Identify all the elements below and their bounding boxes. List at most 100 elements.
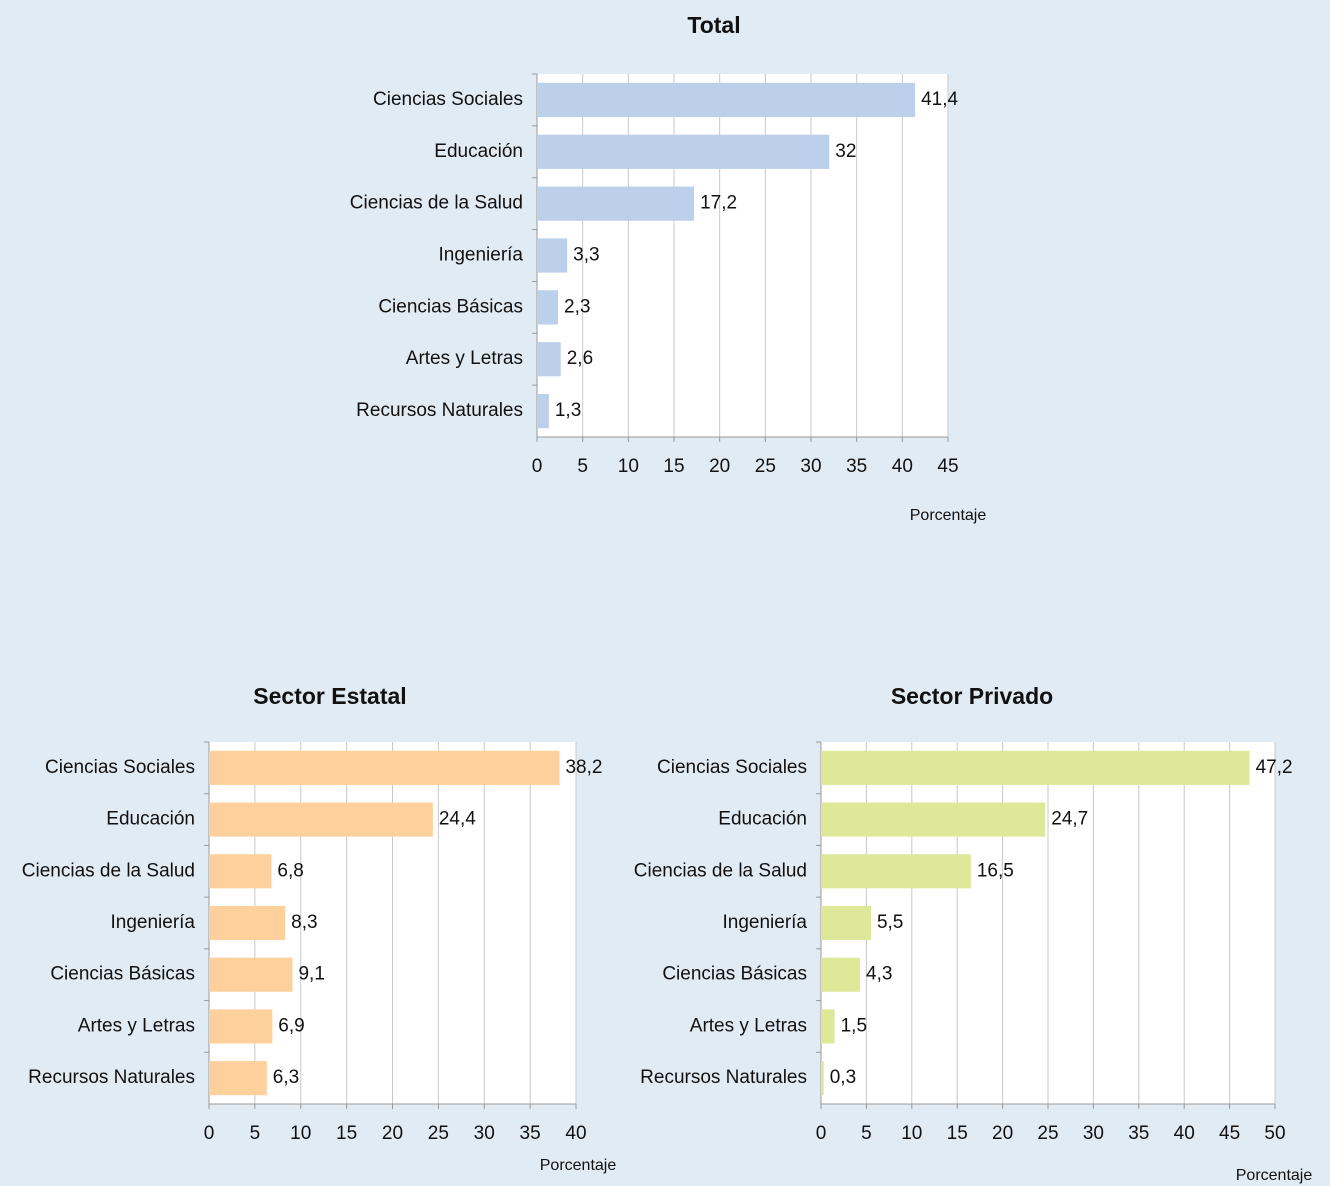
- y-tick-label: Ciencias Sociales: [657, 757, 807, 778]
- y-tick-label: Recursos Naturales: [640, 1067, 807, 1088]
- bar: [209, 854, 272, 889]
- bar: [821, 957, 861, 992]
- bar: [821, 854, 971, 889]
- bar: [537, 186, 695, 221]
- y-tick-label: Artes y Letras: [406, 348, 523, 369]
- y-tick-label: Artes y Letras: [690, 1015, 807, 1036]
- y-tick-label: Ciencias Básicas: [50, 964, 195, 985]
- bar: [209, 750, 560, 785]
- y-tick-label: Educación: [718, 809, 807, 830]
- data-label: 38,2: [565, 757, 602, 778]
- data-label: 32: [835, 141, 856, 162]
- x-tick-label: 5: [861, 1123, 872, 1144]
- y-tick-label: Artes y Letras: [78, 1015, 195, 1036]
- x-tick-label: 35: [1128, 1123, 1149, 1144]
- chart-title: Total: [687, 12, 740, 38]
- bar: [537, 82, 916, 118]
- x-tick-label: 35: [520, 1123, 541, 1144]
- x-tick-label: 40: [892, 456, 913, 477]
- x-tick-label: 0: [204, 1123, 215, 1144]
- bar: [209, 1061, 267, 1096]
- y-tick-label: Ciencias Sociales: [373, 89, 523, 110]
- bar: [821, 1061, 824, 1096]
- y-tick-label: Educación: [106, 809, 195, 830]
- bar: [537, 290, 559, 325]
- data-label: 3,3: [573, 245, 599, 266]
- x-tick-label: 5: [250, 1123, 261, 1144]
- x-axis-label: Porcentaje: [1236, 1167, 1313, 1184]
- data-label: 1,5: [841, 1015, 867, 1036]
- x-tick-label: 20: [992, 1123, 1013, 1144]
- x-tick-label: 30: [474, 1123, 495, 1144]
- data-label: 6,9: [278, 1015, 304, 1036]
- bar: [537, 134, 830, 169]
- y-tick-label: Ingeniería: [438, 245, 523, 266]
- x-tick-label: 45: [937, 456, 958, 477]
- bar: [821, 905, 871, 941]
- chart-title: Sector Privado: [891, 683, 1053, 709]
- y-tick-label: Ciencias Básicas: [378, 296, 523, 317]
- data-label: 6,8: [277, 860, 303, 881]
- bar: [821, 802, 1046, 837]
- y-tick-label: Recursos Naturales: [28, 1067, 195, 1088]
- data-label: 2,3: [564, 296, 590, 317]
- x-tick-label: 0: [532, 456, 543, 477]
- x-tick-label: 35: [846, 456, 867, 477]
- bar: [209, 802, 433, 837]
- x-tick-label: 30: [800, 456, 821, 477]
- x-tick-label: 25: [1037, 1123, 1058, 1144]
- data-label: 41,4: [921, 89, 958, 110]
- x-tick-label: 10: [901, 1123, 922, 1144]
- data-label: 5,5: [877, 912, 903, 933]
- x-tick-label: 0: [816, 1123, 827, 1144]
- bar: [537, 342, 561, 377]
- bar: [209, 905, 286, 941]
- data-label: 24,7: [1051, 809, 1088, 830]
- x-axis-label: Porcentaje: [540, 1157, 617, 1174]
- data-label: 17,2: [700, 193, 737, 214]
- x-tick-label: 10: [618, 456, 639, 477]
- y-tick-label: Educación: [434, 141, 523, 162]
- y-tick-label: Recursos Naturales: [356, 400, 523, 421]
- x-tick-label: 20: [709, 456, 730, 477]
- x-tick-label: 45: [1219, 1123, 1240, 1144]
- data-label: 1,3: [555, 400, 581, 421]
- data-label: 8,3: [291, 912, 317, 933]
- y-tick-label: Ciencias de la Salud: [350, 193, 523, 214]
- y-tick-label: Ingeniería: [110, 912, 195, 933]
- bar: [537, 393, 549, 429]
- data-label: 16,5: [977, 860, 1014, 881]
- x-tick-label: 15: [947, 1123, 968, 1144]
- data-label: 4,3: [866, 964, 892, 985]
- data-label: 6,3: [273, 1067, 299, 1088]
- data-label: 47,2: [1256, 757, 1293, 778]
- x-tick-label: 20: [382, 1123, 403, 1144]
- y-tick-label: Ciencias Sociales: [45, 757, 195, 778]
- x-tick-label: 40: [1174, 1123, 1195, 1144]
- data-label: 9,1: [298, 964, 324, 985]
- x-tick-label: 5: [577, 456, 588, 477]
- chart-title: Sector Estatal: [253, 683, 406, 709]
- bar: [821, 750, 1250, 785]
- x-tick-label: 40: [565, 1123, 586, 1144]
- x-tick-label: 15: [663, 456, 684, 477]
- x-tick-label: 10: [290, 1123, 311, 1144]
- bar: [209, 1009, 273, 1044]
- y-tick-label: Ciencias de la Salud: [634, 860, 807, 881]
- bar: [537, 238, 568, 273]
- plot-area: [537, 74, 948, 437]
- data-label: 2,6: [567, 348, 593, 369]
- y-tick-label: Ciencias Básicas: [662, 964, 807, 985]
- y-tick-label: Ciencias de la Salud: [22, 860, 195, 881]
- x-tick-label: 50: [1264, 1123, 1285, 1144]
- x-tick-label: 25: [428, 1123, 449, 1144]
- data-label: 0,3: [830, 1067, 856, 1088]
- x-tick-label: 25: [755, 456, 776, 477]
- data-label: 24,4: [439, 809, 476, 830]
- bar: [209, 957, 293, 992]
- y-tick-label: Ingeniería: [722, 912, 807, 933]
- x-tick-label: 15: [336, 1123, 357, 1144]
- x-axis-label: Porcentaje: [910, 507, 987, 524]
- x-tick-label: 30: [1083, 1123, 1104, 1144]
